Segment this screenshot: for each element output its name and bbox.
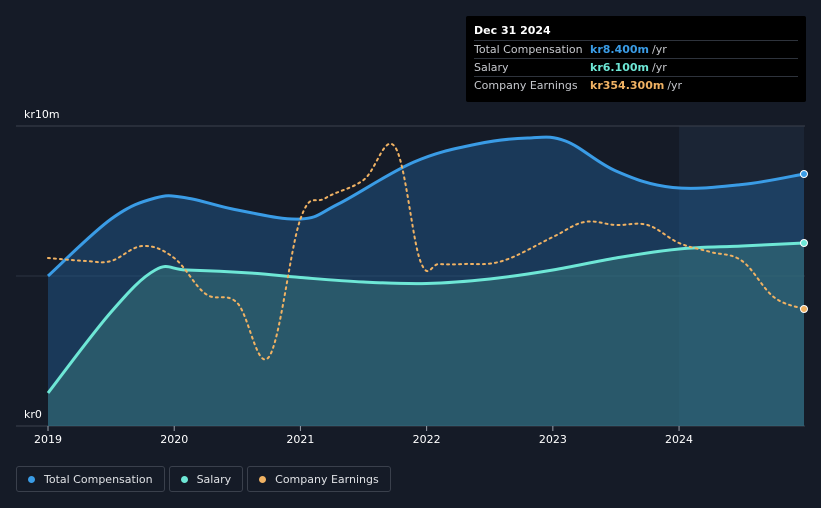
tooltip-label: Company Earnings: [474, 79, 578, 92]
legend-label: Total Compensation: [44, 472, 153, 486]
x-tick-label-2021: 2021: [286, 433, 314, 446]
legend: Total Compensation Salary Company Earnin…: [16, 466, 391, 492]
x-tick-label-2023: 2023: [539, 433, 567, 446]
legend-item-company-earnings[interactable]: Company Earnings: [247, 466, 391, 492]
tooltip-value: kr354.300m: [590, 79, 665, 92]
tooltip-unit: /yr: [667, 79, 683, 92]
x-tick-label-2024: 2024: [665, 433, 693, 446]
total-compensation-area: [48, 137, 804, 426]
y-tick-label-bottom: kr0: [24, 408, 42, 421]
tooltip-unit: /yr: [652, 43, 667, 56]
total-compensation-line: [46, 135, 805, 278]
tooltip-value: kr6.100m: [590, 61, 649, 74]
legend-dot-icon: [259, 475, 267, 483]
tooltip-date: Dec 31 2024: [474, 22, 798, 41]
legend-dot-icon: [180, 475, 188, 483]
legend-dot-icon: [28, 475, 35, 483]
y-tick-label-top: kr10m: [24, 108, 60, 121]
legend-label: Company Earnings: [275, 472, 379, 486]
legend-label: Salary: [196, 472, 232, 486]
x-tick-label-2020: 2020: [160, 433, 188, 446]
legend-item-total-compensation[interactable]: Total Compensation: [16, 466, 165, 492]
company-earnings-endpoint[interactable]: [800, 305, 808, 313]
x-tick-label-2022: 2022: [413, 433, 441, 446]
tooltip-label: Salary: [474, 61, 509, 74]
tooltip-row-company-earnings: Company Earnings kr354.300m /yr: [474, 77, 798, 94]
tooltip-unit: /yr: [652, 61, 667, 74]
salary-area: [48, 243, 804, 426]
tooltip-label: Total Compensation: [474, 43, 583, 56]
legend-item-salary[interactable]: Salary: [168, 466, 244, 492]
tooltip: Dec 31 2024 Total Compensation kr8.400m …: [466, 16, 806, 102]
salary-endpoint[interactable]: [800, 239, 808, 247]
company-earnings-line: [47, 142, 805, 361]
total-compensation-endpoint[interactable]: [800, 170, 808, 178]
tooltip-value: kr8.400m: [590, 43, 649, 56]
salary-line: [46, 241, 805, 394]
tooltip-row-total-compensation: Total Compensation kr8.400m /yr: [474, 41, 798, 59]
tooltip-row-salary: Salary kr6.100m /yr: [474, 59, 798, 77]
x-tick-label-2019: 2019: [34, 433, 62, 446]
